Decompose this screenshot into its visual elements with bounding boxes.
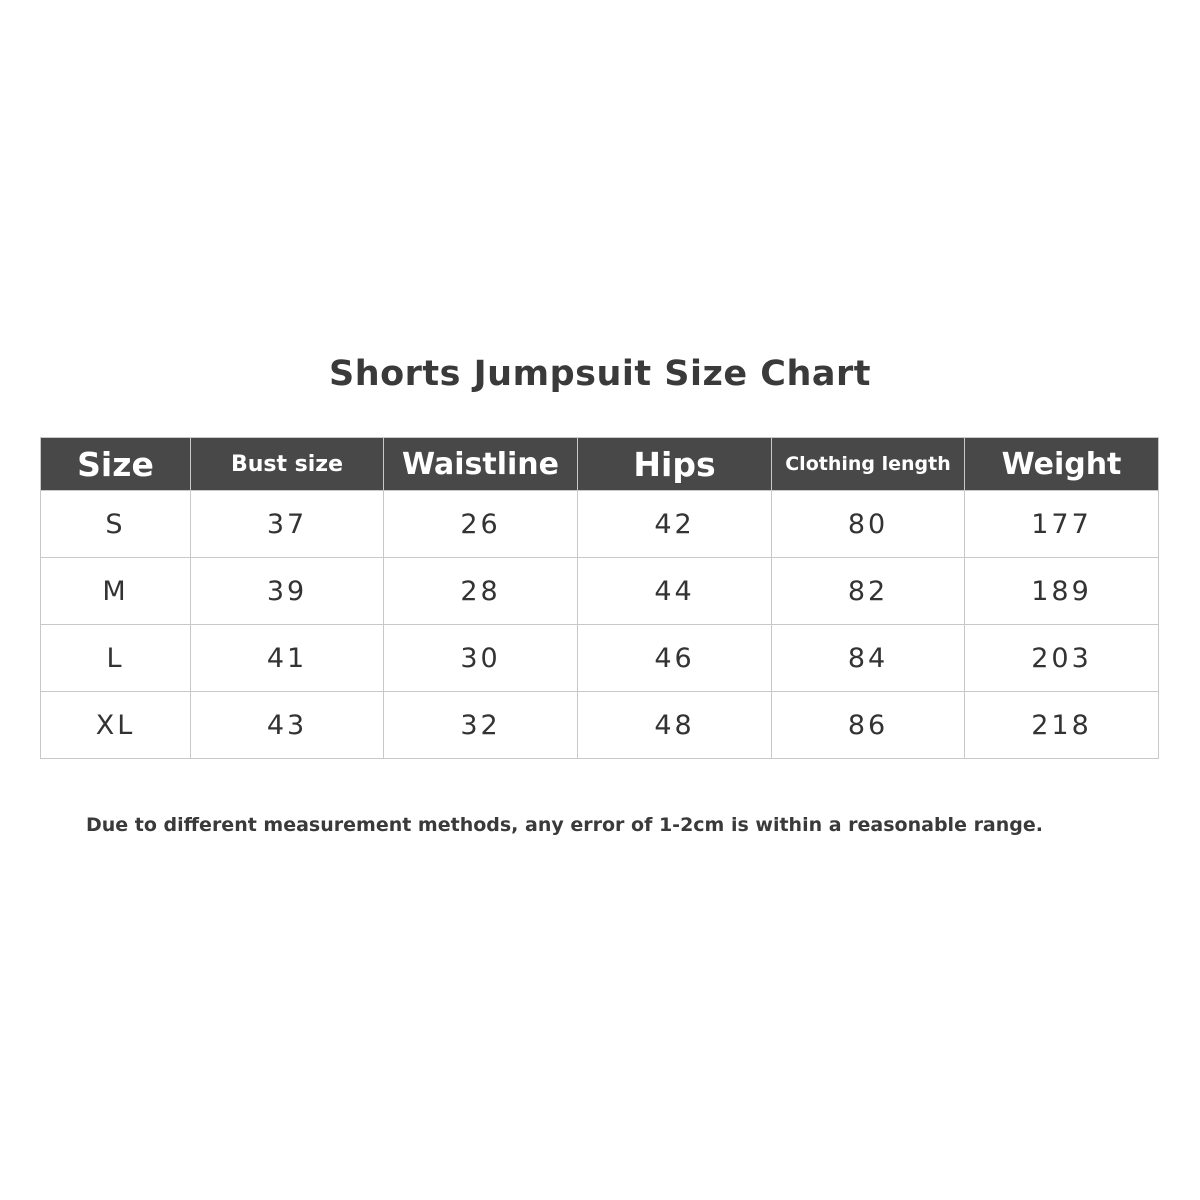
cell-clothing-length: 80 — [771, 490, 965, 558]
cell-weight: 218 — [964, 691, 1159, 759]
header-bust: Bust size — [190, 437, 384, 491]
cell-bust: 39 — [190, 557, 384, 625]
measurement-note: Due to different measurement methods, an… — [86, 814, 1043, 836]
cell-waistline: 26 — [383, 490, 578, 558]
cell-clothing-length: 86 — [771, 691, 965, 759]
header-waistline: Waistline — [383, 437, 578, 491]
table-row: M 39 28 44 82 189 — [40, 557, 1159, 625]
cell-waistline: 28 — [383, 557, 578, 625]
cell-hips: 42 — [577, 490, 772, 558]
cell-clothing-length: 82 — [771, 557, 965, 625]
header-clothing-length: Clothing length — [771, 437, 965, 491]
cell-weight: 177 — [964, 490, 1159, 558]
header-size: Size — [40, 437, 191, 491]
cell-hips: 48 — [577, 691, 772, 759]
cell-waistline: 32 — [383, 691, 578, 759]
header-hips: Hips — [577, 437, 772, 491]
table-row: S 37 26 42 80 177 — [40, 490, 1159, 558]
cell-bust: 37 — [190, 490, 384, 558]
table-row: L 41 30 46 84 203 — [40, 624, 1159, 692]
cell-hips: 46 — [577, 624, 772, 692]
cell-clothing-length: 84 — [771, 624, 965, 692]
cell-bust: 43 — [190, 691, 384, 759]
table-row: XL 43 32 48 86 218 — [40, 691, 1159, 759]
cell-size: XL — [40, 691, 191, 759]
header-row: Size Bust size Waistline Hips Clothing l… — [40, 437, 1159, 491]
cell-waistline: 30 — [383, 624, 578, 692]
chart-title: Shorts Jumpsuit Size Chart — [328, 354, 872, 394]
cell-hips: 44 — [577, 557, 772, 625]
cell-weight: 189 — [964, 557, 1159, 625]
header-weight: Weight — [964, 437, 1159, 491]
cell-size: L — [40, 624, 191, 692]
cell-size: M — [40, 557, 191, 625]
size-table: Size Bust size Waistline Hips Clothing l… — [40, 437, 1159, 759]
cell-bust: 41 — [190, 624, 384, 692]
cell-weight: 203 — [964, 624, 1159, 692]
cell-size: S — [40, 490, 191, 558]
